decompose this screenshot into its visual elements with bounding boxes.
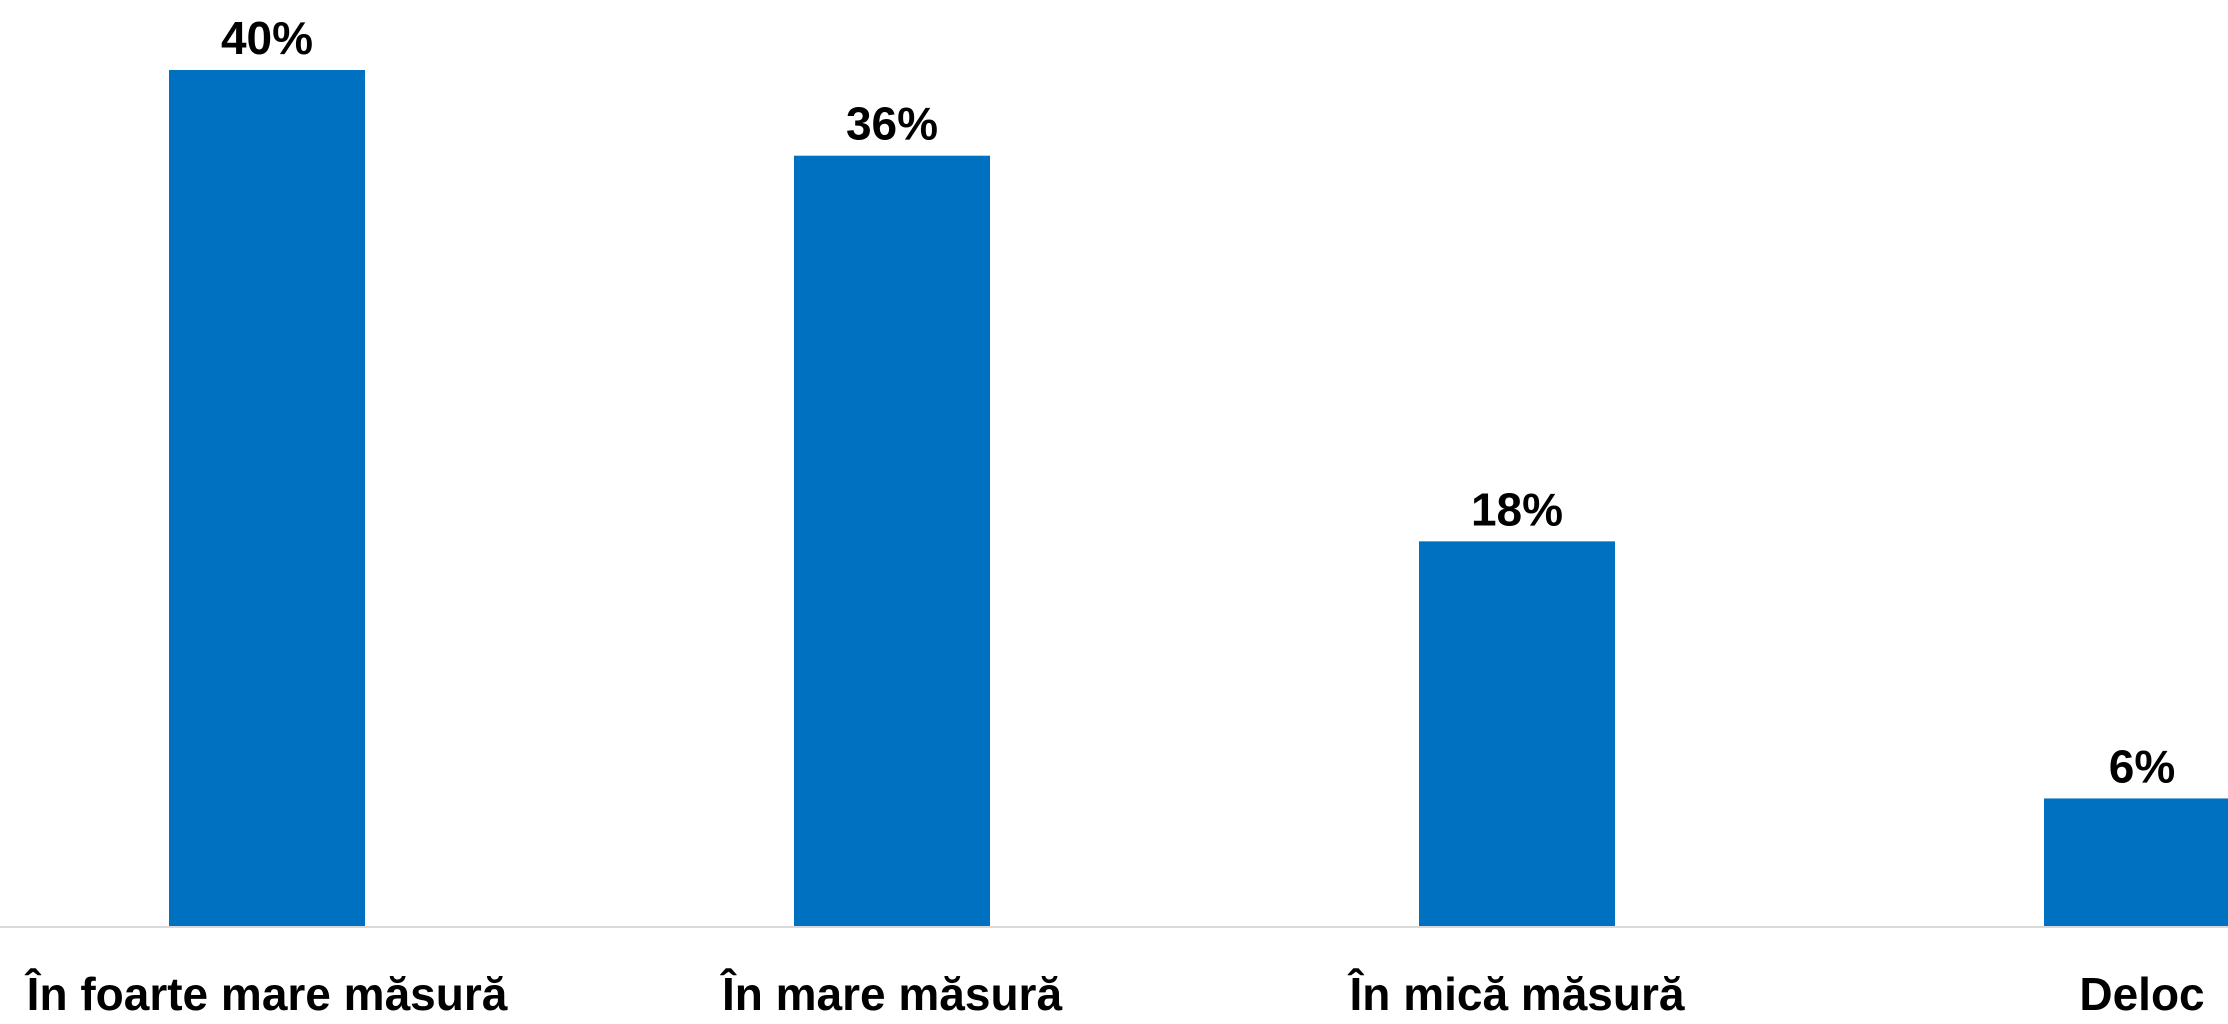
data-label-1: 40% [221,12,313,64]
x-tick-label-4: Deloc [2079,968,2204,1019]
data-labels-layer: 40% 36% 18% 6% [221,12,2175,792]
bar-3 [1419,541,1615,927]
data-label-3: 18% [1471,483,1563,535]
bar-1 [169,70,365,927]
bar-4 [2044,798,2228,927]
bars-layer [169,70,2228,927]
data-label-2: 36% [846,98,938,150]
bar-2 [794,155,990,927]
data-label-4: 6% [2109,740,2175,792]
x-tick-label-1: În foarte mare măsură [25,968,508,1019]
x-tick-label-3: În mică măsură [1348,968,1685,1019]
x-tick-label-2: În mare măsură [720,968,1062,1019]
x-tick-labels-layer: În foarte mare măsură În mare măsură În mi… [25,968,2205,1020]
